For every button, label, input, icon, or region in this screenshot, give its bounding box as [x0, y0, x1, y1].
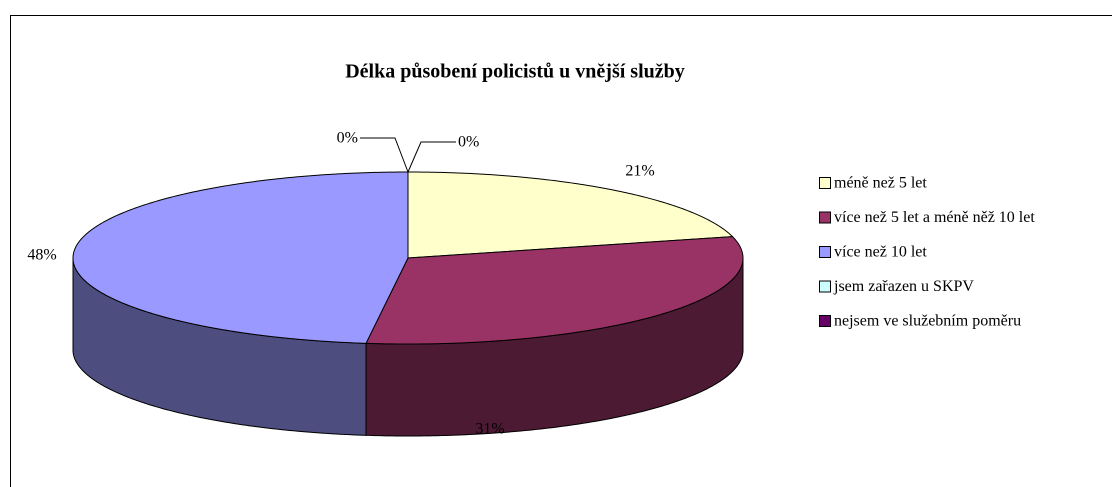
legend-label: více než 10 let	[834, 244, 927, 261]
leader-line	[360, 137, 409, 173]
legend-label: jsem zařazen u SKPV	[833, 278, 974, 295]
legend-swatch	[819, 280, 831, 293]
data-label: 48%	[27, 247, 56, 264]
pie-slice	[365, 236, 744, 345]
legend-label: méně než 5 let	[834, 175, 927, 192]
leader-line	[407, 141, 456, 173]
data-label: 31%	[475, 421, 504, 438]
legend-swatch	[819, 315, 831, 327]
legend-swatch	[819, 246, 831, 258]
data-label: 0%	[458, 134, 479, 151]
legend-label: více než 5 let a méně něž 10 let	[834, 209, 1035, 226]
pie-slice	[72, 171, 409, 344]
legend-swatch	[819, 211, 831, 224]
pie-slice	[407, 171, 734, 259]
legend-label: nejsem ve služebním poměru	[834, 313, 1021, 330]
data-label: 0%	[337, 130, 358, 147]
legend-swatch	[819, 177, 831, 189]
chart-title: Délka působení policistů u vnější služby	[345, 61, 685, 83]
data-label: 21%	[625, 163, 654, 180]
